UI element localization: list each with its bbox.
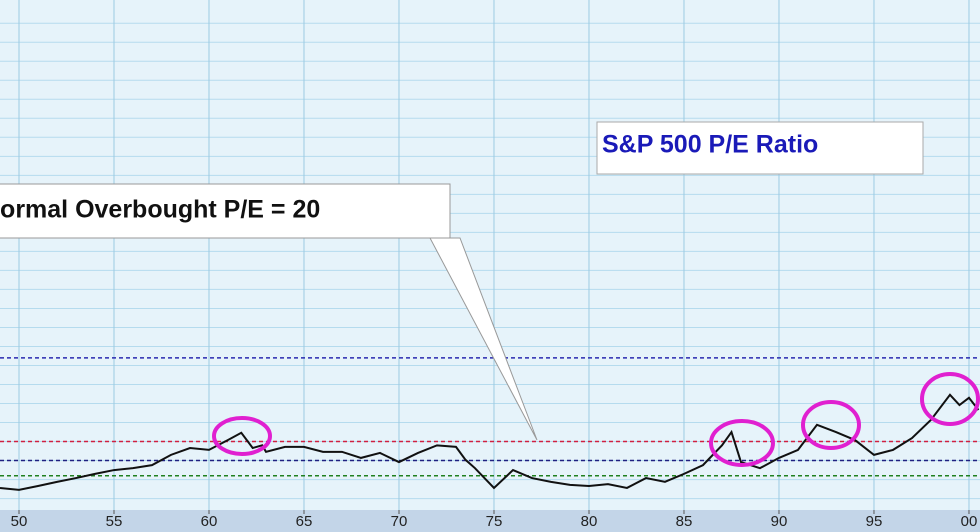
x-axis-band xyxy=(0,510,980,532)
x-tick-label: 55 xyxy=(106,513,123,530)
title-box: S&P 500 P/E Ratio xyxy=(596,121,924,175)
pe-line xyxy=(0,393,980,491)
chart-title: S&P 500 P/E Ratio xyxy=(602,131,818,159)
callout-box xyxy=(0,183,451,239)
x-tick-label: 60 xyxy=(201,513,218,530)
x-tick-label: 90 xyxy=(771,513,788,530)
overbought-callout: Normal Overbought P/E = 20 xyxy=(0,183,538,441)
highlight-circles xyxy=(212,372,980,467)
highlight xyxy=(920,372,980,426)
x-tick-label: 75 xyxy=(486,513,503,530)
callout-text: Normal Overbought P/E = 20 xyxy=(0,196,320,224)
x-tick-label: 70 xyxy=(391,513,408,530)
x-tick-label: 50 xyxy=(11,513,28,530)
title-box-bg xyxy=(596,121,924,175)
highlight xyxy=(801,400,861,450)
x-tick-label: 95 xyxy=(866,513,883,530)
highlight xyxy=(212,416,272,456)
x-tick-label: 00 xyxy=(961,513,978,530)
x-tick-label: 65 xyxy=(296,513,313,530)
x-tick-label: 80 xyxy=(581,513,598,530)
highlight xyxy=(709,419,775,467)
x-tick-label: 85 xyxy=(676,513,693,530)
